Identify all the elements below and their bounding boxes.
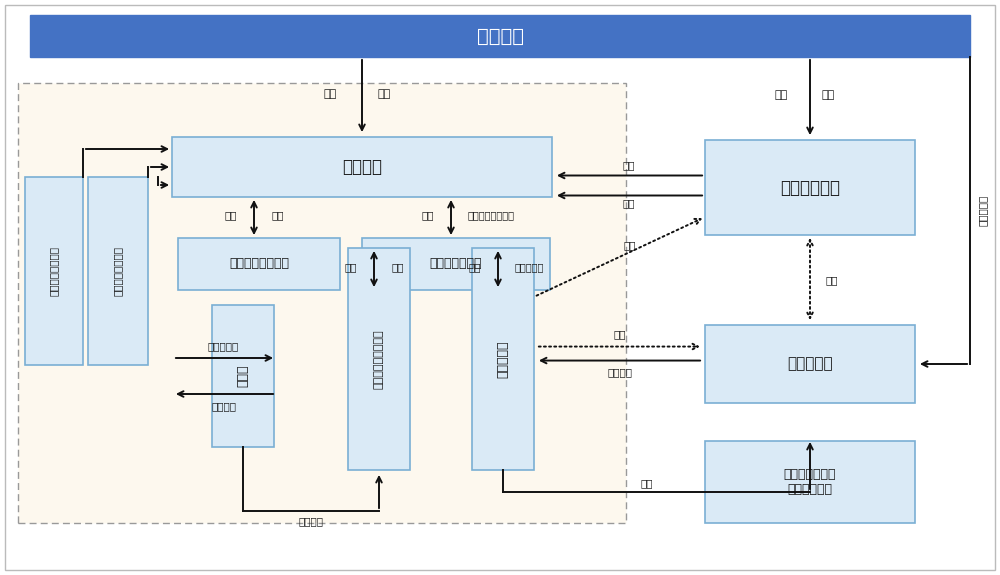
Text: 監査: 監査 (622, 160, 635, 171)
FancyBboxPatch shape (172, 137, 552, 197)
Text: 連携: 連携 (826, 275, 838, 285)
Text: 各部門: 各部門 (237, 365, 250, 387)
Text: リスク管理委員会: リスク管理委員会 (229, 258, 289, 270)
Text: 選定・解職・監督: 選定・解職・監督 (468, 210, 515, 220)
Text: 調査: 調査 (622, 198, 635, 209)
FancyBboxPatch shape (348, 248, 410, 470)
FancyBboxPatch shape (362, 238, 550, 290)
Text: 内部監査: 内部監査 (299, 516, 324, 526)
Text: 指示: 指示 (271, 210, 284, 220)
Text: 報告義務: 報告義務 (211, 401, 236, 411)
FancyBboxPatch shape (18, 83, 626, 523)
Text: 会計監査: 会計監査 (607, 367, 632, 378)
FancyBboxPatch shape (178, 238, 340, 290)
Text: 報告: 報告 (422, 210, 434, 220)
Text: 報告: 報告 (224, 210, 237, 220)
Text: 監査等委員会: 監査等委員会 (780, 178, 840, 197)
Text: 報告: 報告 (640, 478, 653, 488)
Text: 連携: 連携 (613, 329, 626, 340)
Text: 代表取締役社長: 代表取締役社長 (430, 258, 482, 270)
FancyBboxPatch shape (30, 15, 970, 57)
Text: 指示: 指示 (391, 262, 404, 272)
FancyBboxPatch shape (88, 177, 148, 365)
Text: 選任・解任: 選任・解任 (978, 195, 988, 226)
Text: 任意の指名委員会: 任意の指名委員会 (49, 246, 59, 296)
Text: マネジメント連絡会: マネジメント連絡会 (374, 329, 384, 389)
Text: 報告: 報告 (344, 262, 357, 272)
Text: 会計監査人: 会計監査人 (787, 356, 833, 371)
Text: 解任: 解任 (822, 90, 835, 101)
Text: 指示・監督: 指示・監督 (515, 262, 544, 272)
FancyBboxPatch shape (472, 248, 534, 470)
Text: 解任: 解任 (377, 89, 390, 99)
FancyBboxPatch shape (25, 177, 83, 365)
FancyBboxPatch shape (705, 325, 915, 403)
Text: 連携: 連携 (623, 240, 636, 250)
Text: 選任: 選任 (324, 89, 337, 99)
Text: 指示・監督: 指示・監督 (208, 341, 239, 351)
FancyBboxPatch shape (705, 140, 915, 235)
Text: 社内外相談窓口
及び通報窓口: 社内外相談窓口 及び通報窓口 (784, 468, 836, 496)
Text: 選任: 選任 (775, 90, 788, 101)
Text: 取締役会: 取締役会 (342, 158, 382, 176)
Text: 内部監査室: 内部監査室 (496, 340, 509, 378)
Text: 報告: 報告 (468, 262, 481, 272)
FancyBboxPatch shape (705, 441, 915, 523)
Text: 任意の報酬委員会: 任意の報酬委員会 (113, 246, 123, 296)
FancyBboxPatch shape (212, 305, 274, 447)
Text: 株主総会: 株主総会 (477, 26, 524, 45)
